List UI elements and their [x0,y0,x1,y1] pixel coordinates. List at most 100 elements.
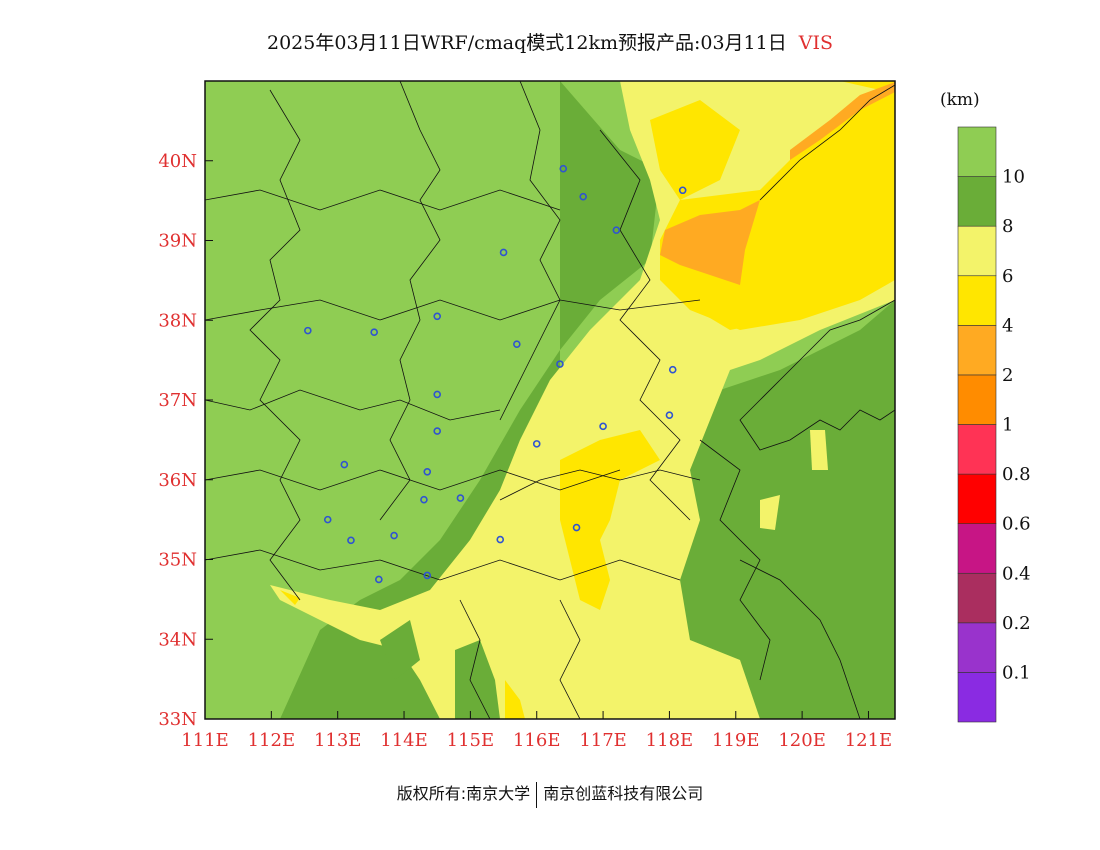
colorbar-segment [957,424,997,475]
colorbar-segment [957,523,997,574]
field-patch-east-1 [810,430,828,470]
lon-tick-label: 118E [646,730,694,751]
lat-tick-label: 38N [158,310,197,331]
colorbar-segment [957,275,997,326]
lat-tick-label: 33N [158,709,197,730]
colorbar-segment [957,225,997,277]
station-marker [668,365,677,374]
field-band-4-6km-w [280,590,300,605]
station-marker [496,535,505,544]
lon-tick-label: 113E [314,730,362,751]
station-marker [323,515,332,524]
station-marker [370,328,378,337]
footer-copyright: 版权所有:南京大学 [396,784,531,803]
lat-tick-label: 37N [158,390,197,411]
colorbar-level-label: 0.8 [1002,464,1031,485]
lat-tick-label: 36N [158,470,197,491]
lon-tick-label: 115E [447,730,495,751]
station-marker [420,495,428,504]
field-patch-east-2 [760,495,780,530]
station-marker [433,312,442,321]
station-marker [423,571,432,580]
province-boundary-11 [559,599,581,719]
colorbar-level-label: 0.1 [1002,662,1031,683]
lon-tick-label: 117E [579,730,627,751]
admin-boundaries [205,81,895,719]
colorbar-segment [957,572,997,624]
station-marker [599,422,607,431]
field-band-2-4km [660,200,760,285]
station-marker [559,164,568,173]
station-marker [572,523,581,532]
station-marker [579,192,587,201]
province-boundary-7 [205,469,621,491]
lat-tick-label: 35N [158,550,197,571]
station-marker [390,531,398,540]
colorbar-segment [957,374,997,425]
footer: 版权所有:南京大学 南京创蓝科技有限公司 [0,780,1100,808]
station-marker [513,340,521,348]
province-boundary-2 [379,81,441,521]
colorbar-segment [957,622,997,673]
coastline-2 [739,559,861,719]
footer-separator [536,781,538,808]
province-boundary-9 [205,189,561,211]
colorbar-level-label: 0.4 [1002,563,1031,584]
colorbar: 0.1 0.2 0.4 0.6 0.8 1 2 4 6 8 10 [957,126,1031,723]
colorbar-level-label: 2 [1002,365,1013,386]
station-marker [612,226,621,234]
colorbar-level-label: 6 [1002,266,1013,287]
station-marker [456,494,465,502]
field-band-4-6km-sw [505,680,525,719]
station-marker [347,536,355,545]
page-title: 2025年03月11日WRF/cmaq模式12km预报产品:03月11日 VIS [0,28,1100,55]
colorbar-level-label: 0.6 [1002,514,1031,535]
lon-tick-label: 120E [778,730,826,751]
lat-tick-label: 34N [158,629,197,650]
lon-axis: 111E 112E 113E 114E 115E 116E 117E 118E 119E 120E… [181,711,892,751]
lon-tick-label: 121E [845,730,893,751]
province-boundary-5 [205,389,501,421]
visibility-field [205,81,895,719]
title-main: 2025年03月11日WRF/cmaq模式12km预报产品:03月11日 [267,32,787,54]
province-boundary-3 [499,81,561,421]
lat-tick-label: 39N [158,231,197,252]
coastline-3 [759,84,895,201]
colorbar-segment [957,672,997,723]
lon-tick-label: 111E [181,730,229,751]
lon-tick-label: 116E [513,730,561,751]
colorbar-level-label: 0.2 [1002,613,1031,634]
lat-axis: 40N 39N 38N 37N 36N 35N 34N 33N [158,151,213,730]
station-marker [532,440,541,448]
colorbar-level-label: 4 [1002,315,1013,336]
province-boundary-4 [599,129,691,521]
footer-company: 南京创蓝科技有限公司 [543,784,704,803]
colorbar-segment [957,126,997,177]
station-marker [665,411,674,419]
field-patch-dark-2 [380,620,420,680]
province-boundary-1 [249,89,301,601]
station-marker [423,467,432,476]
station-marker [375,575,383,584]
field-patch-dark-1 [455,640,500,719]
river [499,469,701,501]
station-marker [340,460,349,469]
colorbar-segment [957,325,997,376]
field-band-8-10km [280,81,895,719]
colorbar-level-label: 8 [1002,216,1013,237]
station-marker [433,427,442,435]
station-marker [304,326,312,335]
province-boundary-6 [205,549,681,581]
province-boundary-8 [205,299,701,321]
station-marker [556,360,564,368]
coastline [739,299,895,451]
field-band-4-6km-s [560,430,660,610]
title-variable: VIS [798,32,833,54]
colorbar-unit-label: (km) [940,90,980,110]
lon-tick-label: 114E [380,730,428,751]
lon-tick-label: 119E [712,730,760,751]
lon-tick-label: 112E [248,730,296,751]
colorbar-level-label: 10 [1002,167,1025,188]
lat-tick-label: 40N [158,151,197,172]
